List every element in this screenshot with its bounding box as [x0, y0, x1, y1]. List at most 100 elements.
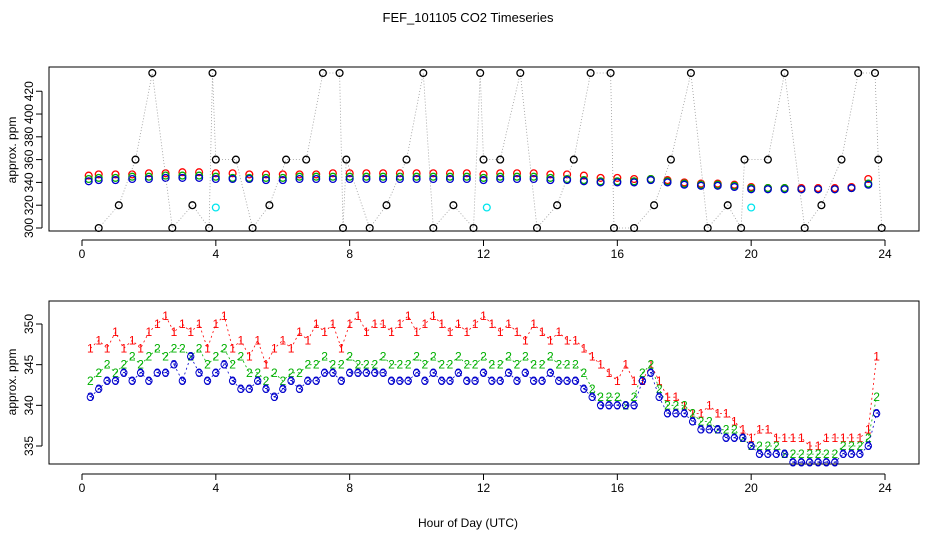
top-point-black [342, 155, 351, 164]
top-point-red [379, 169, 388, 178]
bottom-point-3: 3 [656, 390, 663, 404]
bottom-point-2: 2 [363, 358, 370, 372]
bottom-point-3: 3 [371, 366, 378, 380]
top-point-blue [613, 178, 622, 187]
top-point-blue [713, 181, 722, 190]
bottom-point-3: 3 [581, 382, 588, 396]
top-point-black [282, 155, 291, 164]
top-point-red [864, 174, 873, 184]
top-x-tick-label: 24 [878, 247, 892, 261]
bottom-point-3: 3 [806, 455, 813, 469]
bottom-point-1: 1 [589, 350, 596, 364]
bottom-ring-3 [245, 385, 254, 393]
bottom-point-3: 3 [848, 447, 855, 461]
top-point-blue [830, 185, 839, 194]
bottom-ring-3 [856, 450, 864, 458]
bottom-point-1: 1 [823, 431, 830, 445]
bottom-point-3: 3 [212, 366, 219, 380]
top-y-axis-title: approx. ppm [5, 117, 19, 184]
bottom-ring-3 [95, 385, 103, 393]
top-point-red [596, 173, 605, 182]
top-panel: approx. ppm 0 4 8 12 16 20 24 300 320 340 360 380 40… [5, 66, 920, 261]
top-point-green [362, 172, 371, 181]
bottom-point-1: 1 [606, 366, 613, 380]
bottom-y-tick-label: 340 [22, 395, 36, 415]
bottom-point-2: 2 [187, 350, 194, 364]
top-point-blue [546, 176, 555, 185]
top-point-blue [144, 174, 153, 184]
bottom-point-1: 1 [380, 317, 387, 331]
bottom-point-2: 2 [681, 398, 688, 412]
top-point-blue [178, 173, 187, 182]
bottom-x-tick-label: 0 [79, 481, 86, 495]
bottom-point-1: 1 [564, 333, 571, 347]
bottom-point-3: 3 [346, 366, 353, 380]
top-point-blue [847, 184, 856, 193]
bottom-point-2: 2 [405, 358, 412, 372]
bottom-point-2: 2 [756, 439, 763, 453]
bottom-point-2: 2 [146, 350, 153, 364]
bottom-point-2: 2 [765, 439, 772, 453]
bottom-point-3: 3 [162, 366, 169, 380]
bottom-ring-3 [806, 458, 814, 466]
bottom-point-2: 2 [413, 350, 420, 364]
bottom-point-3: 3 [765, 447, 772, 461]
top-point-black [780, 68, 789, 78]
bottom-ring-3 [772, 450, 780, 458]
bottom-point-1: 1 [422, 317, 429, 331]
bottom-point-3: 3 [781, 447, 788, 461]
bottom-ring-3 [371, 369, 379, 377]
bottom-point-3: 3 [539, 374, 546, 388]
top-axes: 0 4 8 12 16 20 24 300 320 340 360 380 400 420 [22, 81, 892, 261]
bottom-point-3: 3 [388, 374, 395, 388]
bottom-point-2: 2 [706, 415, 713, 429]
bottom-point-1: 1 [179, 317, 186, 331]
bottom-point-1: 1 [647, 358, 654, 372]
bottom-point-2: 2 [606, 390, 613, 404]
bottom-ring-3 [279, 385, 287, 393]
bottom-point-1: 1 [857, 431, 864, 445]
bottom-point-1: 1 [681, 398, 688, 412]
top-point-black [469, 223, 478, 233]
bottom-point-3: 3 [873, 407, 880, 421]
bottom-point-1: 1 [631, 374, 638, 388]
bottom-point-3: 3 [865, 439, 872, 453]
bottom-point-3: 3 [196, 366, 203, 380]
top-point-black [231, 155, 240, 164]
bottom-point-1: 1 [698, 407, 705, 421]
bottom-ring-3 [287, 377, 295, 385]
top-y-tick-label: 340 [22, 172, 36, 192]
bottom-point-1: 1 [338, 341, 345, 355]
top-point-black [817, 201, 826, 210]
bottom-point-3: 3 [422, 374, 429, 388]
bottom-ring-3 [622, 401, 630, 409]
top-point-green [195, 171, 204, 180]
bottom-point-2: 2 [104, 358, 111, 372]
bottom-ring-3 [705, 426, 713, 434]
top-point-green [328, 172, 337, 181]
bottom-point-1: 1 [129, 333, 136, 347]
bottom-point-3: 3 [330, 366, 337, 380]
bottom-point-3: 3 [689, 415, 696, 429]
top-point-red [412, 169, 421, 178]
bottom-point-2: 2 [313, 358, 320, 372]
bottom-point-1: 1 [438, 317, 445, 331]
top-point-green [412, 172, 421, 181]
top-point-black [553, 201, 562, 210]
top-point-blue [814, 185, 823, 194]
top-point-green [84, 174, 93, 184]
bottom-point-2: 2 [288, 366, 295, 380]
bottom-point-2: 2 [397, 358, 404, 372]
bottom-point-2: 2 [790, 447, 797, 461]
top-point-red [630, 174, 639, 184]
top-point-black [837, 155, 846, 164]
bottom-ring-3 [379, 369, 387, 377]
bottom-point-1: 1 [723, 407, 730, 421]
bottom-point-3: 3 [681, 407, 688, 421]
bottom-ring-3 [596, 401, 605, 409]
bottom-point-3: 3 [263, 382, 270, 396]
bottom-point-2: 2 [489, 358, 496, 372]
top-point-black [854, 68, 863, 78]
bottom-ring-3 [136, 369, 145, 377]
top-point-red [245, 170, 254, 179]
